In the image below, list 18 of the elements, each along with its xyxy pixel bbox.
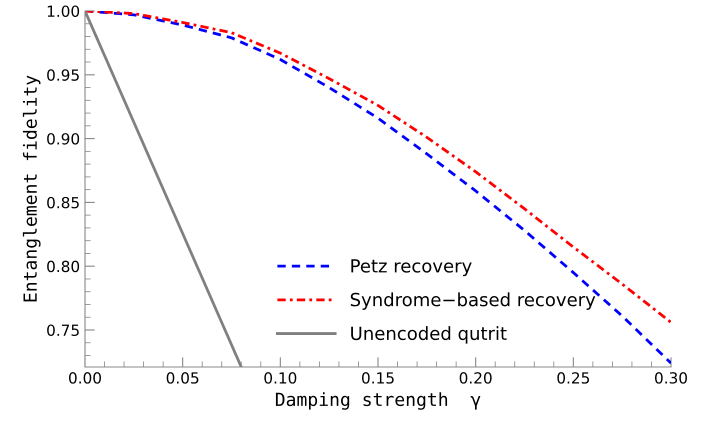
- x-tick-label: 0.15: [362, 372, 394, 384]
- x-tick-label: 0.20: [460, 372, 492, 384]
- legend-label: Petz recovery: [351, 259, 472, 276]
- x-tick-label: 0.25: [557, 372, 590, 384]
- y-tick-label: 0.85: [47, 196, 79, 208]
- legend-label: Syndrome−based recovery: [350, 292, 596, 310]
- y-tick-label: 1.00: [48, 5, 80, 18]
- y-tick-label: 0.90: [47, 133, 80, 145]
- x-tick-label: 0.10: [264, 372, 296, 384]
- x-axis-title: Damping strength γ: [276, 392, 480, 410]
- y-tick-label: 0.80: [47, 260, 80, 272]
- y-tick-label: 0.95: [47, 69, 79, 81]
- x-tick-label: 0.05: [166, 372, 198, 384]
- legend-label: Unencoded qutrit: [351, 326, 507, 344]
- y-tick-label: 0.75: [47, 324, 79, 336]
- y-axis-title: Entanglement fidelity: [22, 76, 41, 302]
- x-tick-label: 0.00: [69, 372, 101, 384]
- x-tick-label: 0.30: [655, 372, 687, 384]
